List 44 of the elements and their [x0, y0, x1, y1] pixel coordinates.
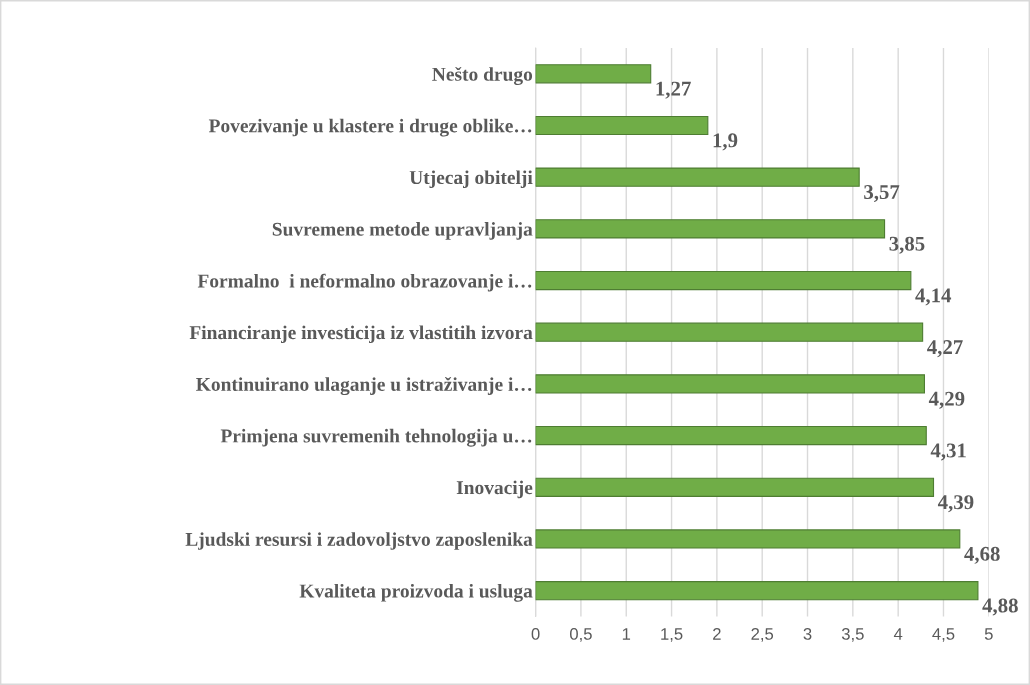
- x-tick-label: 5: [984, 628, 993, 640]
- y-tick-label: Kontinuirano ulaganje u istraživanje i…: [196, 377, 532, 396]
- bar: [535, 219, 886, 239]
- y-tick-label: Ljudski resursi i zadovoljstvo zaposlenika: [185, 532, 533, 550]
- data-label: 4,39: [937, 495, 974, 513]
- data-label: 4,68: [964, 546, 1000, 564]
- data-label: 4,27: [927, 340, 963, 358]
- bar: [535, 581, 979, 601]
- y-tick-label: Financiranje investicija iz vlastitih izvora: [189, 325, 533, 344]
- bar: [535, 425, 927, 446]
- y-tick-label: Inovacije: [456, 480, 533, 499]
- data-label: 4,88: [982, 598, 1018, 616]
- bar: [535, 115, 709, 136]
- bar: [535, 64, 652, 84]
- x-tick-label: 1: [622, 628, 631, 640]
- bar: [535, 270, 912, 291]
- data-label: 1,27: [656, 81, 691, 99]
- y-tick-label: Primjena suvremenih tehnologija u…: [220, 428, 532, 447]
- bar: [535, 167, 860, 187]
- y-tick-label: Kvaliteta proizvoda i usluga: [299, 583, 533, 602]
- data-label: 3,57: [864, 185, 900, 203]
- data-label: 4,31: [930, 443, 966, 461]
- data-label: 1,9: [713, 133, 738, 151]
- bar: [535, 529, 961, 549]
- x-tick-label: 0: [531, 628, 540, 640]
- y-tick-label: Utjecaj obitelji: [409, 170, 533, 189]
- y-tick-label: Suvremene metode upravljanja: [272, 222, 533, 240]
- x-tick-label: 2: [713, 628, 721, 640]
- y-tick-label: Formalno i neformalno obrazovanje i…: [197, 273, 532, 292]
- x-tick-label: 1,5: [661, 628, 683, 642]
- x-tick-label: 3,5: [841, 628, 864, 642]
- data-label: 3,85: [889, 236, 925, 254]
- x-tick-label: 3: [803, 628, 812, 640]
- data-label: 4,29: [928, 391, 965, 409]
- x-tick-label: 4: [893, 628, 903, 640]
- bar: [535, 477, 935, 497]
- bar: [535, 374, 926, 394]
- bar: [535, 322, 924, 342]
- data-label: 4,14: [915, 288, 952, 306]
- y-tick-label: Povezivanje u klastere i druge oblike…: [208, 118, 532, 137]
- x-tick-label: 0,5: [569, 628, 592, 642]
- x-tick-label: 2,5: [751, 628, 774, 642]
- y-tick-label: Nešto drugo: [432, 66, 533, 85]
- x-tick-label: 4,5: [932, 628, 955, 642]
